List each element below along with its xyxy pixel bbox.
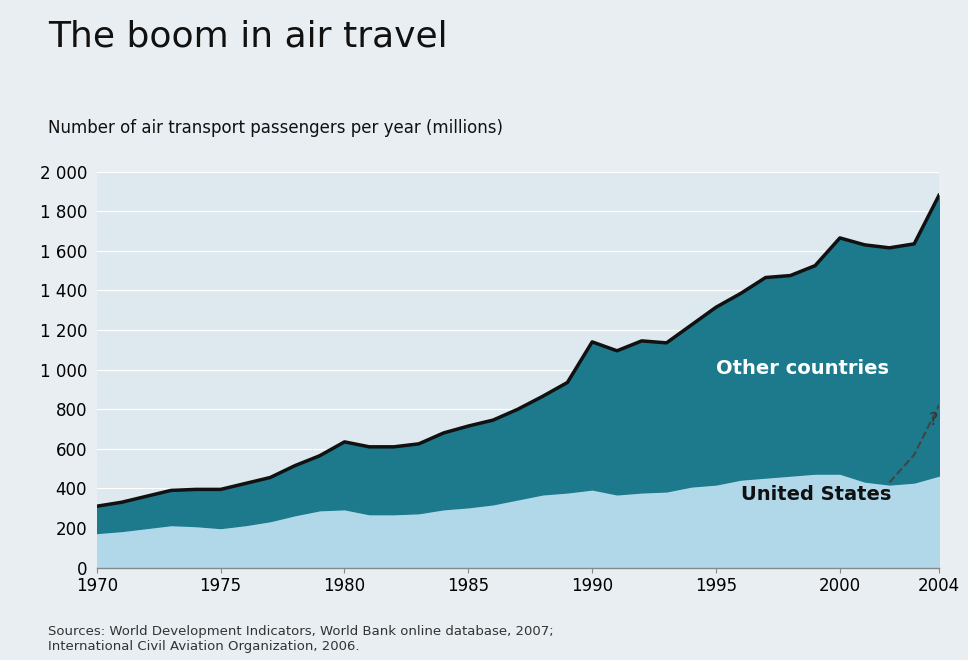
Text: United States: United States [741, 485, 892, 504]
Text: The boom in air travel: The boom in air travel [48, 20, 448, 54]
Text: Number of air transport passengers per year (millions): Number of air transport passengers per y… [48, 119, 503, 137]
Text: ?: ? [929, 411, 939, 429]
Text: Sources: World Development Indicators, World Bank online database, 2007;
Interna: Sources: World Development Indicators, W… [48, 626, 554, 653]
Text: Other countries: Other countries [716, 358, 889, 378]
